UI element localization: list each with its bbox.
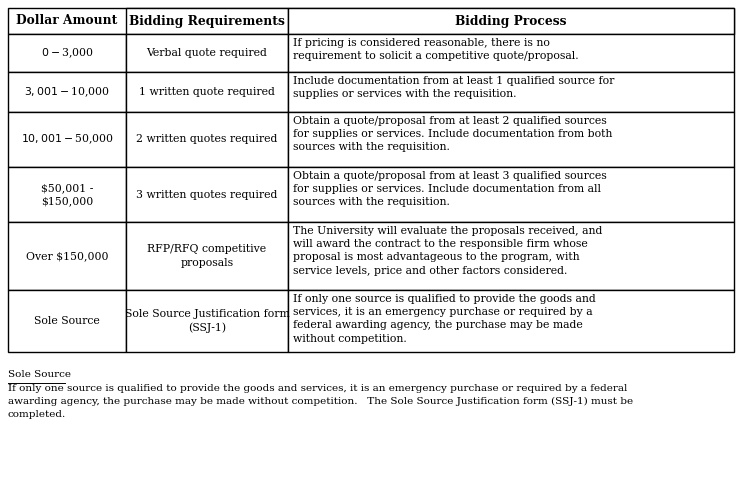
Bar (287, 167, 734, 222)
Text: Obtain a quote/proposal from at least 2 qualified sources
for supplies or servic: Obtain a quote/proposal from at least 2 … (292, 116, 612, 152)
Text: Over $150,000: Over $150,000 (26, 251, 108, 261)
Bar (126, 34, 287, 72)
Bar (126, 112, 287, 167)
Text: awarding agency, the purchase may be made without competition.   The Sole Source: awarding agency, the purchase may be mad… (8, 397, 633, 406)
Bar (8, 112, 126, 167)
Bar (287, 222, 734, 290)
Text: 3 written quotes required: 3 written quotes required (137, 189, 278, 199)
Text: 2 written quotes required: 2 written quotes required (137, 134, 278, 144)
Text: RFP/RFQ competitive
proposals: RFP/RFQ competitive proposals (148, 245, 266, 268)
Bar (126, 290, 287, 352)
Bar (126, 222, 287, 290)
Text: 1 written quote required: 1 written quote required (139, 87, 275, 97)
Bar (8, 290, 126, 352)
Bar (126, 8, 287, 34)
Bar (8, 72, 126, 112)
Bar (287, 8, 734, 34)
Text: Verbal quote required: Verbal quote required (146, 48, 267, 58)
Text: Sole Source: Sole Source (34, 316, 100, 326)
Text: Dollar Amount: Dollar Amount (16, 14, 118, 27)
Text: Sole Source Justification form
(SSJ-1): Sole Source Justification form (SSJ-1) (125, 309, 289, 333)
Text: Sole Source: Sole Source (8, 370, 71, 379)
Text: Bidding Process: Bidding Process (455, 14, 566, 27)
Text: $50,001 -
$150,000: $50,001 - $150,000 (41, 183, 93, 206)
Bar (287, 34, 734, 72)
Text: The University will evaluate the proposals received, and
will award the contract: The University will evaluate the proposa… (292, 226, 602, 276)
Bar (8, 167, 126, 222)
Text: $10,001 - $50,000: $10,001 - $50,000 (21, 133, 114, 146)
Bar (126, 167, 287, 222)
Bar (8, 34, 126, 72)
Text: Bidding Requirements: Bidding Requirements (129, 14, 285, 27)
Bar (287, 112, 734, 167)
Text: completed.: completed. (8, 410, 66, 419)
Text: If only one source is qualified to provide the goods and
services, it is an emer: If only one source is qualified to provi… (292, 294, 595, 344)
Text: $3,001 -$10,000: $3,001 -$10,000 (24, 85, 110, 99)
Bar (8, 222, 126, 290)
Bar (287, 72, 734, 112)
Text: Include documentation from at least 1 qualified source for
supplies or services : Include documentation from at least 1 qu… (292, 76, 614, 99)
Text: If pricing is considered reasonable, there is no
requirement to solicit a compet: If pricing is considered reasonable, the… (292, 38, 578, 61)
Bar (8, 8, 734, 34)
Bar (126, 72, 287, 112)
Text: If only one source is qualified to provide the goods and services, it is an emer: If only one source is qualified to provi… (8, 384, 628, 393)
Text: $0 - $3,000: $0 - $3,000 (41, 46, 93, 60)
Text: Obtain a quote/proposal from at least 3 qualified sources
for supplies or servic: Obtain a quote/proposal from at least 3 … (292, 171, 606, 207)
Bar (287, 290, 734, 352)
